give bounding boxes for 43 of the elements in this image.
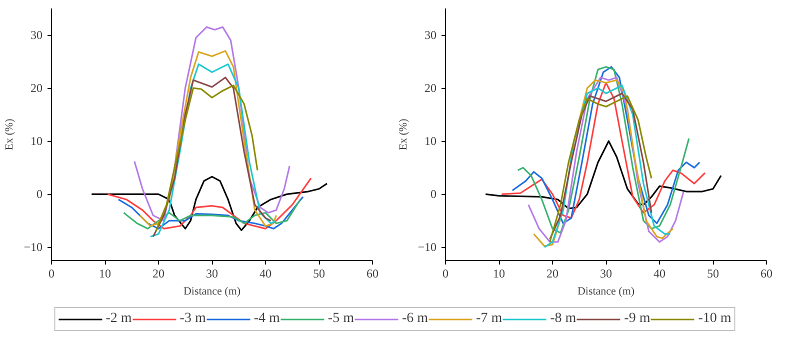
y-axis-title: Ex (%) xyxy=(4,118,16,150)
y-tick-label: 10 xyxy=(424,134,436,148)
y-tick-label: 20 xyxy=(424,81,436,96)
line-series xyxy=(155,84,258,232)
legend-label: -7 m xyxy=(476,310,502,326)
y-tick-label: 20 xyxy=(30,81,42,96)
line-series xyxy=(138,50,277,227)
x-tick-label: 10 xyxy=(99,266,111,280)
line-series xyxy=(500,82,706,219)
x-tick-label: 60 xyxy=(366,266,378,280)
y-tick-label: 0 xyxy=(36,187,42,202)
legend-label: -5 m xyxy=(328,310,354,326)
legend-label: -9 m xyxy=(624,310,650,326)
y-tick-label: −10 xyxy=(418,240,437,254)
legend-label: -6 m xyxy=(402,310,428,326)
x-tick-label: 40 xyxy=(654,266,666,280)
y-tick-label: −10 xyxy=(24,240,43,254)
y-tick-label: 30 xyxy=(30,28,42,42)
x-tick-label: 60 xyxy=(760,266,772,280)
y-tick-label: 10 xyxy=(30,134,42,148)
x-tick-label: 20 xyxy=(152,266,164,280)
x-tick-label: 0 xyxy=(442,266,448,280)
x-tick-label: 0 xyxy=(48,266,54,280)
line-series xyxy=(484,140,722,210)
line-series xyxy=(106,177,312,230)
legend-label: -2 m xyxy=(106,310,132,326)
x-tick-label: 50 xyxy=(707,266,719,280)
legend-label: -3 m xyxy=(180,310,206,326)
x-tick-label: 20 xyxy=(546,266,558,280)
legend-label: -4 m xyxy=(254,310,280,326)
legend-label: -8 m xyxy=(550,310,576,326)
x-tick-label: 30 xyxy=(600,266,612,280)
x-tick-label: 30 xyxy=(206,266,218,280)
x-tick-label: 10 xyxy=(493,266,505,280)
x-axis-title: Distance (m) xyxy=(577,286,635,298)
x-tick-label: 40 xyxy=(260,266,272,280)
legend-label: -10 m xyxy=(698,310,732,326)
x-tick-label: 50 xyxy=(313,266,325,280)
y-tick-label: 30 xyxy=(424,28,436,42)
line-series xyxy=(90,176,328,232)
x-axis-title: Distance (m) xyxy=(183,286,241,298)
y-tick-label: 0 xyxy=(430,187,436,202)
y-axis-title: Ex (%) xyxy=(398,118,410,150)
